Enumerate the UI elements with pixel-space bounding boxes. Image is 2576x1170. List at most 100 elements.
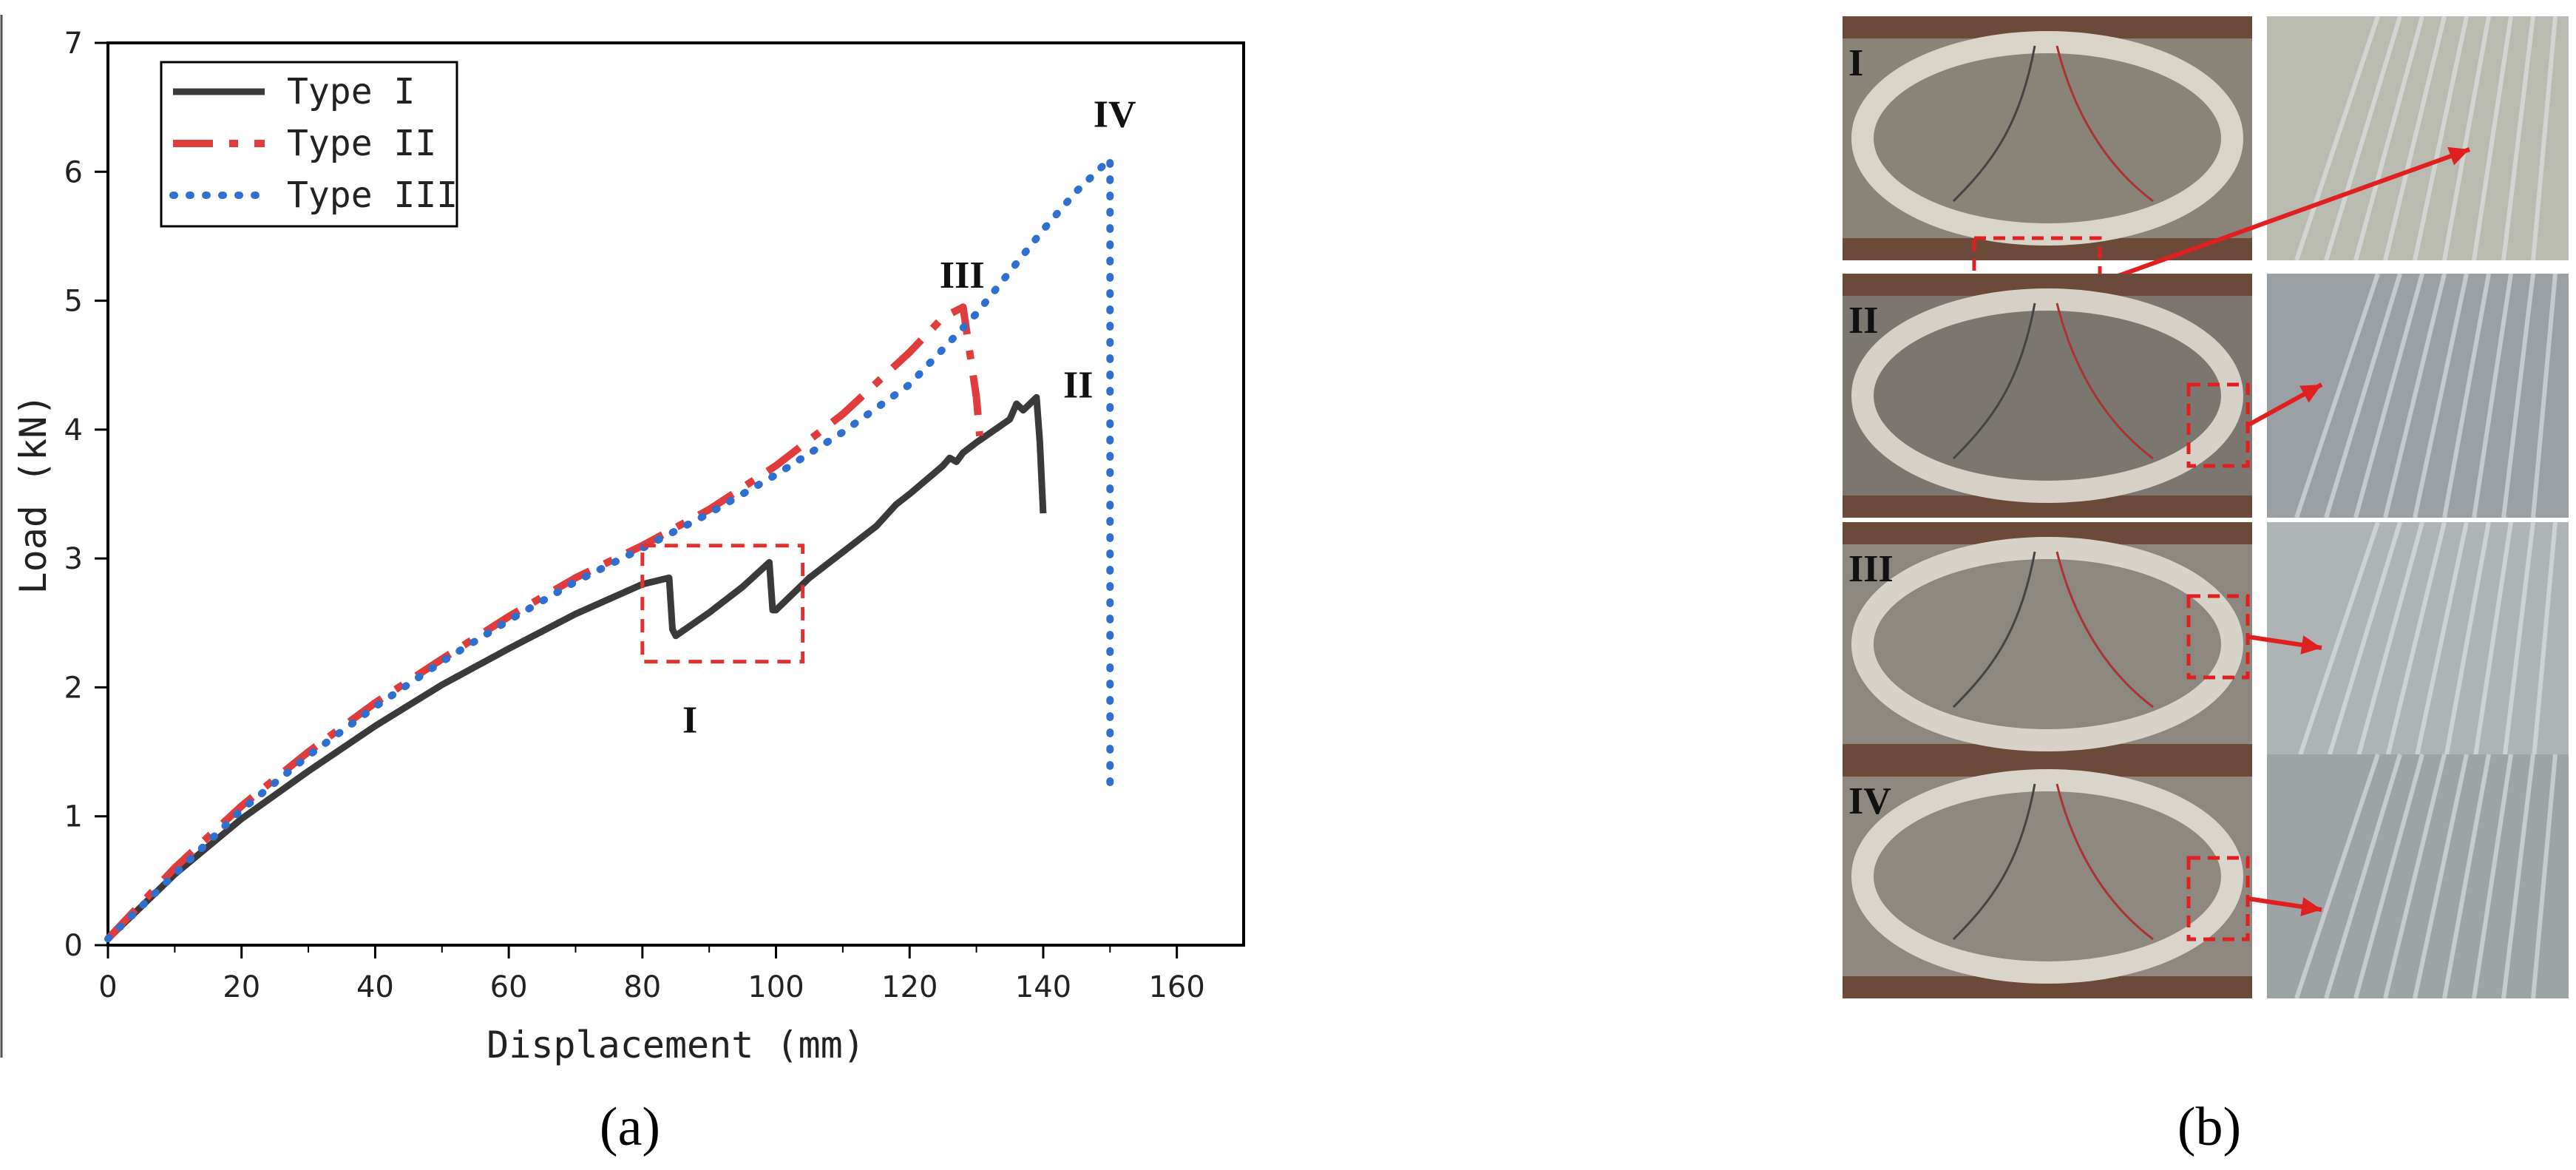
ring-specimen xyxy=(1851,769,2243,984)
fiber-strand xyxy=(2353,754,2424,999)
zoom-arrow xyxy=(2098,147,2471,285)
annotation-label: III xyxy=(940,254,985,297)
fiber-strand xyxy=(2324,754,2402,999)
fiber-strand xyxy=(2531,16,2558,261)
photo-row-4: IV xyxy=(1843,754,2569,999)
wire xyxy=(1952,551,2036,709)
specimen-photo xyxy=(1843,754,2252,998)
arrow-head xyxy=(2300,635,2322,655)
y-tick-label: 6 xyxy=(64,155,83,189)
panel-label-b: (b) xyxy=(2177,1097,2241,1157)
fiber-strand xyxy=(2442,273,2491,518)
fiber-strand xyxy=(2501,754,2535,999)
y-tick-label: 7 xyxy=(64,27,83,61)
fiber-strand xyxy=(2413,521,2469,767)
fiber-strand xyxy=(2413,16,2469,261)
legend: Type I Type II Type III xyxy=(160,61,458,228)
wire xyxy=(1952,783,2036,941)
specimen-photo xyxy=(1843,16,2252,260)
series-line-2 xyxy=(105,303,984,941)
fiber-strand xyxy=(2531,754,2558,999)
photo-label: II xyxy=(1848,300,1878,342)
series-line-1 xyxy=(105,393,1047,941)
fiber-strand xyxy=(2324,273,2402,518)
specimen-photo xyxy=(1843,522,2252,766)
x-tick-label: 40 xyxy=(356,970,394,1004)
arrow-head xyxy=(2447,146,2470,166)
fiber-strand xyxy=(2501,521,2535,767)
legend-label-type-iii: Type III xyxy=(287,175,458,216)
wire xyxy=(2055,302,2154,460)
x-axis-label: Displacement (mm) xyxy=(487,1024,865,1066)
y-tick-label: 5 xyxy=(64,285,83,319)
annotation-label: II xyxy=(1063,364,1093,406)
fiber-strand xyxy=(2442,754,2491,999)
series-line-3 xyxy=(104,155,1114,943)
wire xyxy=(2055,783,2154,941)
photo-row-1: I xyxy=(1843,16,2569,285)
fiber-strand xyxy=(2383,521,2447,767)
arrow-head xyxy=(2299,385,2322,403)
fiber-strand xyxy=(2501,273,2535,518)
series-layer xyxy=(104,155,1114,943)
fiber-strand xyxy=(2472,521,2513,767)
highlight-box xyxy=(640,544,805,664)
annotation-label: IV xyxy=(1094,93,1136,135)
fiber-strand xyxy=(2353,16,2424,261)
fiber-strand xyxy=(2353,273,2424,518)
x-tick-label: 60 xyxy=(490,970,528,1004)
wire xyxy=(1952,45,2036,203)
wire xyxy=(2055,45,2154,203)
ring-specimen xyxy=(1851,537,2243,751)
photo-row-2: II xyxy=(1843,273,2569,518)
fiber-strand xyxy=(2383,16,2447,261)
fiber-strand xyxy=(2531,521,2558,767)
specimen-photo xyxy=(1843,274,2252,518)
y-tick-label: 0 xyxy=(64,929,83,963)
fiber-strand xyxy=(2294,273,2380,518)
legend-label-type-ii: Type II xyxy=(287,123,436,164)
panel-label-a: (a) xyxy=(600,1097,660,1157)
x-tick-label: 100 xyxy=(748,970,804,1004)
y-tick-label: 1 xyxy=(64,800,83,834)
x-axis-ticks: 0 20 40 60 80 100 120 140 160 xyxy=(98,945,1205,1004)
x-tick-label: 20 xyxy=(223,970,260,1004)
fiber-strand xyxy=(2472,754,2513,999)
fiber-strand xyxy=(2531,273,2558,518)
arrow-head xyxy=(2300,897,2322,916)
plot-frame xyxy=(106,41,1245,947)
fiber-strand xyxy=(2383,754,2447,999)
fiber-strand xyxy=(2413,754,2469,999)
fiber-strand xyxy=(2472,16,2513,261)
x-tick-label: 120 xyxy=(881,970,938,1004)
x-tick-label: 160 xyxy=(1148,970,1204,1004)
fiber-strand xyxy=(2413,273,2469,518)
fiber-strand xyxy=(2442,16,2491,261)
fiber-strand xyxy=(2324,16,2402,261)
x-tick-label: 0 xyxy=(98,970,117,1004)
wire xyxy=(1952,302,2036,460)
ring-specimen xyxy=(1851,288,2243,503)
y-tick-label: 3 xyxy=(64,542,83,576)
zoom-photo xyxy=(2267,16,2569,260)
annotation-label: I xyxy=(682,699,697,741)
y-axis-label: Load (kN) xyxy=(12,394,55,595)
fiber-strand xyxy=(2353,521,2424,767)
legend-label-type-i: Type I xyxy=(287,71,415,112)
ring-specimen xyxy=(1851,31,2243,246)
fiber-strand xyxy=(2324,521,2402,767)
wire xyxy=(2055,551,2154,709)
photo-label: I xyxy=(1848,42,1863,84)
fiber-strand xyxy=(2294,16,2380,261)
fiber-strand xyxy=(2383,273,2447,518)
y-axis-ticks: 0 1 2 3 4 5 6 7 xyxy=(64,27,108,963)
fiber-strand xyxy=(2294,521,2380,767)
photo-label: III xyxy=(1848,548,1894,590)
zoom-photo xyxy=(2267,754,2569,998)
fiber-strand xyxy=(2501,16,2535,261)
x-tick-label: 140 xyxy=(1015,970,1071,1004)
fiber-strand xyxy=(2442,521,2491,767)
